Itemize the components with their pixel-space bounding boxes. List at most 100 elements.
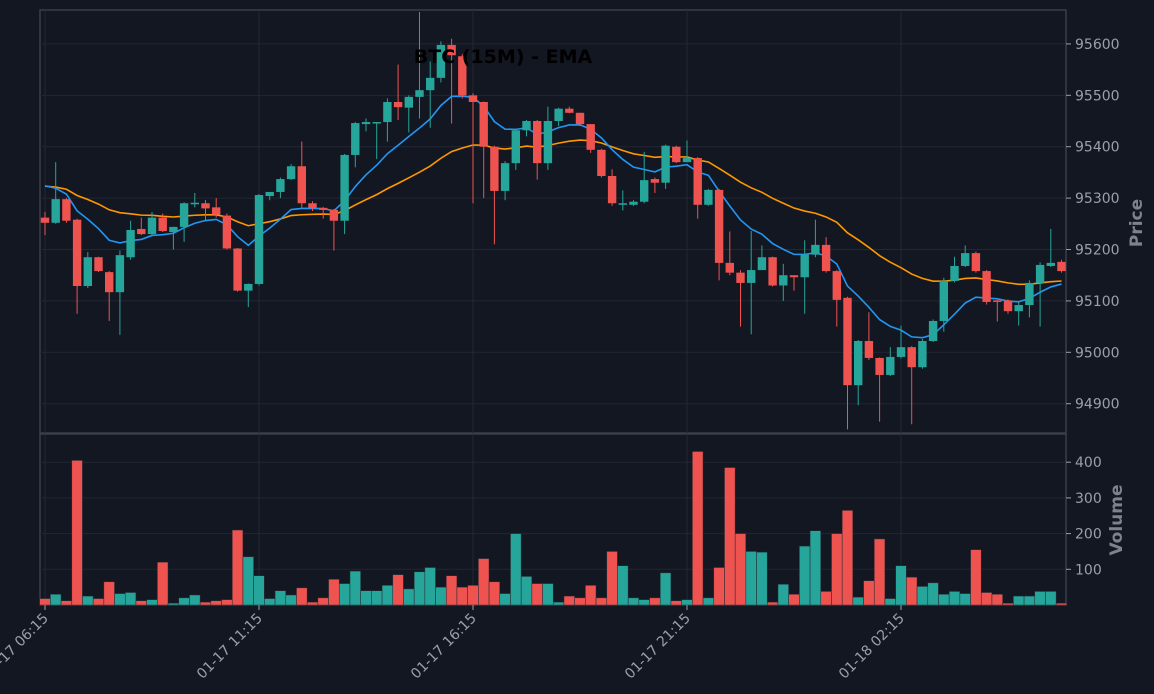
time-tick-label: 01-18 02:15 <box>836 611 908 683</box>
candle-body-down <box>533 121 542 164</box>
candle-body-up <box>1014 305 1023 312</box>
volume-bar <box>125 592 137 606</box>
price-tick-label: 95500 <box>1075 88 1120 104</box>
volume-bar <box>478 558 490 606</box>
candle-body-down <box>94 257 103 272</box>
candle-body-up <box>554 108 563 122</box>
volume-bar <box>1002 602 1014 606</box>
price-tick-label: 94900 <box>1075 397 1120 413</box>
price-axis-label: Price <box>1127 199 1147 247</box>
volume-bar <box>360 590 372 606</box>
candle-body-up <box>51 199 60 223</box>
volume-bar <box>71 460 83 606</box>
volume-bar <box>788 594 800 606</box>
candle-body-up <box>254 195 264 284</box>
volume-bar <box>542 583 554 606</box>
candle-body-down <box>62 199 71 221</box>
candle-body-up <box>682 158 692 163</box>
volume-bar <box>627 597 640 606</box>
candle-body-up <box>500 163 510 191</box>
candle-body-down <box>875 357 884 375</box>
candle-body-up <box>426 77 435 91</box>
volume-bar <box>916 586 928 606</box>
volume-bar <box>820 591 832 606</box>
volume-bar <box>831 533 843 606</box>
volume-bar <box>60 600 72 606</box>
candle-body-down <box>565 108 574 113</box>
candle-body-up <box>404 96 413 108</box>
candle-body-up <box>383 102 392 123</box>
candle-body-up <box>115 255 125 293</box>
candle-body-down <box>319 207 328 210</box>
time-tick-label: 01-17 11:15 <box>194 611 266 683</box>
candle-body-up <box>939 280 948 321</box>
price-tick-label: 95300 <box>1075 191 1120 207</box>
candle-body-up <box>522 121 531 131</box>
volume-bar <box>638 599 650 606</box>
candle-body-down <box>693 158 702 205</box>
volume-bar <box>488 581 500 606</box>
ema-slow-line <box>44 139 1062 286</box>
candle-body-up <box>928 320 938 341</box>
volume-bar <box>734 533 747 606</box>
volume-bar <box>852 596 864 606</box>
volume-bar <box>392 574 404 606</box>
volume-bar <box>863 580 875 606</box>
candle-body-down <box>468 95 478 103</box>
candle-body-down <box>212 207 221 215</box>
volume-bar <box>232 529 244 606</box>
volume-bar <box>884 598 896 606</box>
volume-bar <box>285 594 297 606</box>
volume-bar <box>660 572 672 606</box>
volume-bar <box>157 561 169 606</box>
candle-body-up <box>854 340 863 386</box>
volume-bar <box>467 585 479 606</box>
candle-body-up <box>126 229 135 258</box>
candle-body-down <box>393 102 403 108</box>
volume-bar <box>328 579 340 606</box>
candle-body-up <box>415 90 424 97</box>
candle-body-up <box>918 340 927 368</box>
volume-tick-label: 100 <box>1075 562 1102 578</box>
volume-bar <box>574 597 586 606</box>
volume-bar <box>692 451 704 606</box>
volume-bar <box>135 600 147 606</box>
candle-body-down <box>821 244 831 272</box>
volume-bar <box>991 594 1003 606</box>
volume-bar <box>895 565 907 606</box>
volume-bar <box>146 599 158 606</box>
candle-body-up <box>372 122 381 124</box>
volume-bar <box>446 575 458 606</box>
volume-bar <box>649 597 661 606</box>
volume-bar <box>799 545 811 606</box>
volume-bar <box>499 593 511 606</box>
time-tick-label: 01-17 06:15 <box>0 611 52 683</box>
candle-body-up <box>543 121 553 164</box>
volume-tick-label: 400 <box>1075 455 1102 471</box>
candle-body-down <box>1057 261 1066 272</box>
candle-body-down <box>971 253 981 272</box>
volume-bar <box>413 571 426 606</box>
candle-body-down <box>308 203 317 208</box>
candle-body-up <box>190 202 199 205</box>
candle-body-up <box>147 217 157 235</box>
candle-body-up <box>886 356 895 375</box>
candle-body-down <box>222 215 232 249</box>
volume-bar <box>841 510 854 606</box>
volume-bar <box>339 583 351 606</box>
volume-bar <box>435 586 447 606</box>
candle-body-up <box>961 253 970 266</box>
volume-bar <box>510 533 522 606</box>
volume-bar <box>595 597 607 606</box>
volume-bar <box>681 599 693 606</box>
volume-bar <box>1013 595 1025 606</box>
volume-bar <box>424 567 436 606</box>
volume-bar <box>82 595 94 606</box>
volume-bar <box>50 594 62 606</box>
candle-body-down <box>490 146 499 191</box>
volume-bar <box>103 581 115 606</box>
volume-bar <box>1055 602 1068 606</box>
volume-bar <box>39 598 51 606</box>
volume-bar <box>274 590 286 606</box>
